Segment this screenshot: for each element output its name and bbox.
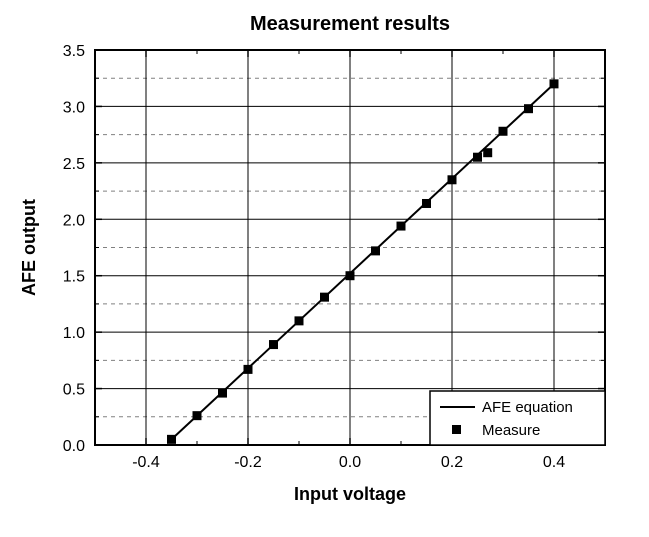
x-tick-label: -0.4 <box>132 454 160 471</box>
chart-container: -0.4 -0.2 0.0 0.2 0.4 0.0 0.5 1.0 1.5 2.0 2.5 3.0 3.… <box>0 0 649 537</box>
marker-point <box>167 435 176 444</box>
marker-point <box>295 316 304 325</box>
y-tick-label: 0.0 <box>63 438 85 455</box>
legend-label: AFE equation <box>482 399 573 416</box>
x-tick-label: 0.2 <box>441 454 463 471</box>
marker-point <box>320 293 329 302</box>
x-tick-label: 0.0 <box>339 454 361 471</box>
y-tick-label: 2.0 <box>63 212 85 229</box>
marker-point <box>346 271 355 280</box>
x-tick-label: -0.2 <box>234 454 262 471</box>
marker-point <box>244 365 253 374</box>
marker-point <box>371 246 380 255</box>
marker-point <box>193 411 202 420</box>
marker-point <box>218 389 227 398</box>
y-axis-label: AFE output <box>19 199 39 296</box>
marker-point <box>550 79 559 88</box>
y-tick-label: 3.0 <box>63 99 85 116</box>
marker-point <box>422 199 431 208</box>
marker-point <box>448 175 457 184</box>
x-axis-label: Input voltage <box>294 484 406 504</box>
y-tick-label: 0.5 <box>63 382 85 399</box>
marker-point <box>499 127 508 136</box>
y-tick-label: 2.5 <box>63 156 85 173</box>
marker-point <box>397 222 406 231</box>
legend-label: Measure <box>482 422 540 439</box>
chart-title: Measurement results <box>250 13 450 35</box>
marker-point <box>483 148 492 157</box>
chart-svg: -0.4 -0.2 0.0 0.2 0.4 0.0 0.5 1.0 1.5 2.0 2.5 3.0 3.… <box>0 0 649 537</box>
legend-marker-sample <box>452 425 461 434</box>
y-tick-label: 1.0 <box>63 325 85 342</box>
y-tick-label: 1.5 <box>63 269 85 286</box>
x-tick-label: 0.4 <box>543 454 565 471</box>
marker-point <box>473 153 482 162</box>
y-tick-label: 3.5 <box>63 43 85 60</box>
marker-point <box>269 340 278 349</box>
marker-point <box>524 104 533 113</box>
